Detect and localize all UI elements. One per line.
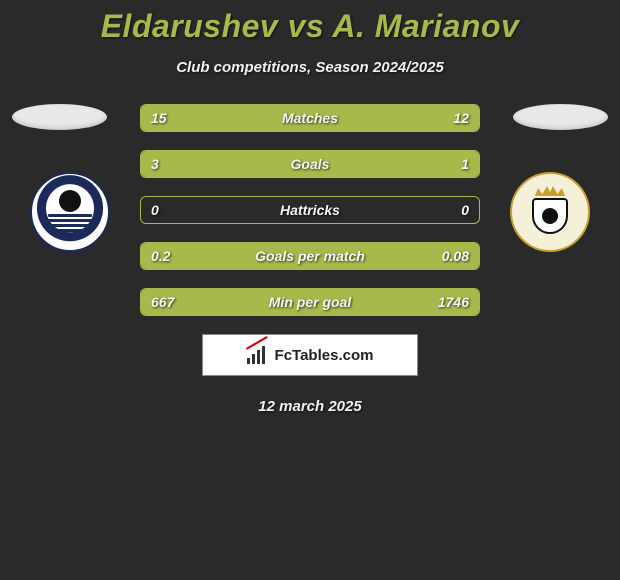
stat-label: Goals [291,156,330,172]
page-title: Eldarushev vs A. Marianov [0,8,620,45]
stat-value-left: 0 [151,202,159,218]
stat-value-right: 0 [461,202,469,218]
club-logo-right-graphic [522,184,578,240]
stat-value-left: 15 [151,110,167,126]
stat-value-left: 667 [151,294,174,310]
stat-rows: Matches 15 12 Goals 3 1 Hattricks 0 0 Goals per m… [140,104,480,316]
stat-row: Hattricks 0 0 [140,196,480,224]
stat-row: Goals per match 0.2 0.08 [140,242,480,270]
stat-row: Goals 3 1 [140,150,480,178]
stat-label: Goals per match [255,248,365,264]
brand-text: FcTables.com [275,347,374,364]
stat-row: Matches 15 12 [140,104,480,132]
subtitle: Club competitions, Season 2024/2025 [0,59,620,76]
club-logo-left-graphic [40,182,100,242]
stat-label: Matches [282,110,338,126]
stat-value-right: 0.08 [442,248,469,264]
player-right-platform [513,104,608,130]
stat-value-right: 12 [453,110,469,126]
brand-chart-icon [247,346,269,364]
stat-row: Min per goal 667 1746 [140,288,480,316]
stat-label: Min per goal [269,294,351,310]
brand-box[interactable]: FcTables.com [202,334,418,376]
stat-value-right: 1 [461,156,469,172]
stat-label: Hattricks [280,202,340,218]
date-line: 12 march 2025 [0,398,620,415]
comparison-infographic: Eldarushev vs A. Marianov Club competiti… [0,0,620,415]
stat-value-left: 3 [151,156,159,172]
stats-area: Matches 15 12 Goals 3 1 Hattricks 0 0 Goals per m… [0,104,620,316]
stat-value-left: 0.2 [151,248,170,264]
club-logo-left [30,172,110,252]
stat-bar-left [141,151,395,177]
club-logo-right [510,172,590,252]
stat-value-right: 1746 [438,294,469,310]
player-left-platform [12,104,107,130]
